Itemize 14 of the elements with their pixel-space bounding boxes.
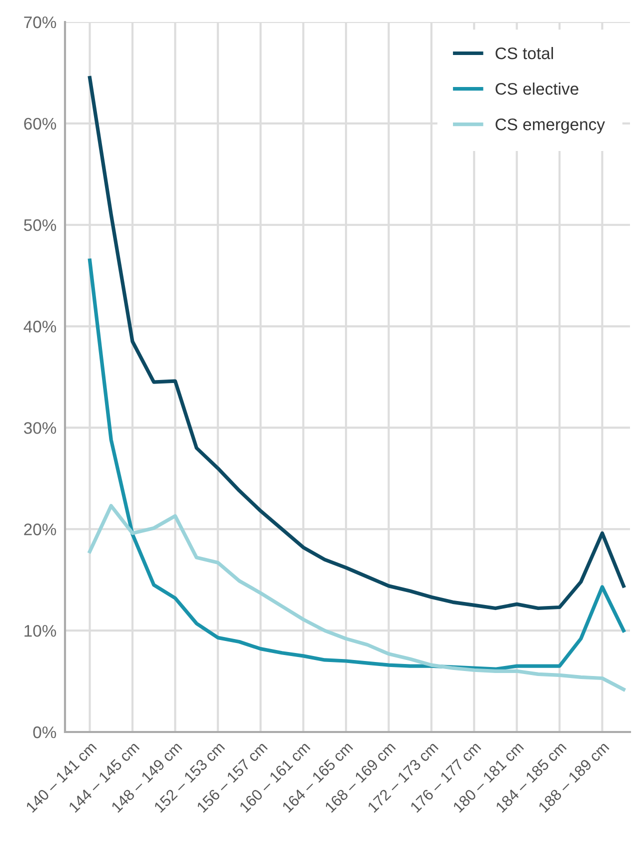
line-series (88, 76, 626, 610)
legend-label: CS emergency (496, 118, 605, 134)
y-tick-label: 40% (24, 320, 56, 332)
y-tick-label: 0% (33, 726, 56, 738)
y-tick-label: 60% (24, 118, 56, 130)
y-tick-label: 10% (24, 624, 56, 637)
y-tick-label: 50% (24, 219, 56, 232)
legend-label: CS elective (496, 82, 578, 95)
y-tick-label: 70% (24, 16, 56, 28)
y-tick-label: 20% (24, 524, 56, 536)
line-series (88, 258, 626, 671)
y-tick-label: 30% (24, 422, 56, 434)
legend-label: CS total (496, 47, 553, 60)
line-series (88, 504, 626, 692)
